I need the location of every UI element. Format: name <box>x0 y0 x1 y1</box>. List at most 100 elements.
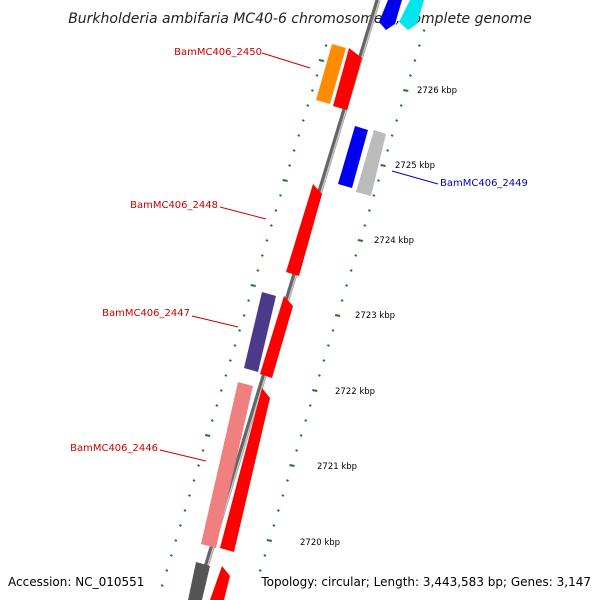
minor-tick <box>258 569 262 572</box>
label-BamMC406_2446[interactable]: BamMC406_2446 <box>70 443 158 454</box>
label-BamMC406_2448[interactable]: BamMC406_2448 <box>130 200 218 211</box>
minor-tick <box>242 314 246 317</box>
gene-pink[interactable] <box>201 382 253 548</box>
scale-label-2720: 2720 kbp <box>300 538 340 548</box>
minor-tick <box>169 554 173 557</box>
minor-tick <box>367 209 371 212</box>
gene-BamMC406_2450[interactable] <box>333 48 362 110</box>
scale-label-2721: 2721 kbp <box>317 462 357 472</box>
gene-labels: BamMC406_2450 BamMC406_2449 BamMC406_244… <box>70 47 528 454</box>
major-tick <box>266 539 272 542</box>
gene-gray[interactable] <box>356 130 386 196</box>
minor-tick <box>269 224 273 227</box>
minor-tick <box>188 494 191 497</box>
gene-track <box>188 0 424 600</box>
label-BamMC406_2450[interactable]: BamMC406_2450 <box>174 47 262 58</box>
gene-BamMC406_2448[interactable] <box>286 184 322 276</box>
minor-tick <box>331 329 335 332</box>
gene-red-bottom[interactable] <box>210 566 230 600</box>
map-title: Burkholderia ambifaria MC40-6 chromosome… <box>68 11 532 27</box>
minor-tick <box>286 479 289 482</box>
minor-tick <box>292 149 296 152</box>
minor-tick <box>263 554 267 557</box>
minor-tick <box>238 329 242 332</box>
gene-BamMC406_2447[interactable] <box>260 296 293 378</box>
minor-tick <box>256 269 260 272</box>
minor-tick <box>317 374 321 377</box>
minor-tick <box>301 119 305 122</box>
major-tick <box>282 179 288 182</box>
gene-callout-lines <box>159 52 439 462</box>
major-tick <box>318 59 325 62</box>
minor-tick <box>340 299 344 302</box>
scale-labels: 2726 kbp 2725 kbp 2724 kbp 2723 kbp 2722… <box>300 86 457 548</box>
gene-dark-gray-bottom[interactable] <box>188 562 210 600</box>
major-tick <box>403 89 409 92</box>
minor-tick <box>265 239 269 242</box>
minor-tick <box>160 584 164 587</box>
topology-text: Topology: circular; Length: 3,443,583 bp… <box>260 575 591 589</box>
minor-tick <box>276 509 280 512</box>
minor-tick <box>315 74 319 77</box>
major-tick <box>334 314 341 317</box>
minor-tick <box>308 404 312 407</box>
minor-tick <box>363 224 367 227</box>
minor-tick <box>192 479 196 482</box>
gene-blue-top[interactable] <box>379 0 402 30</box>
scale-label-2724: 2724 kbp <box>374 236 414 246</box>
minor-tick <box>165 569 169 572</box>
minor-tick <box>386 149 390 152</box>
major-tick <box>289 464 295 467</box>
minor-tick <box>322 359 326 362</box>
minor-tick <box>299 434 303 437</box>
major-tick <box>250 284 256 287</box>
tick-track-left <box>160 44 328 587</box>
minor-tick <box>395 119 399 122</box>
gene-BamMC406_2446[interactable] <box>220 388 270 552</box>
minor-tick <box>408 74 412 77</box>
minor-tick <box>183 509 187 512</box>
minor-tick <box>304 419 308 422</box>
minor-tick <box>215 404 219 407</box>
minor-tick <box>310 89 314 92</box>
gene-BamMC406_2449[interactable] <box>338 126 368 188</box>
minor-tick <box>377 179 380 182</box>
minor-tick <box>201 449 205 452</box>
minor-tick <box>197 464 201 467</box>
minor-tick <box>349 269 353 272</box>
minor-tick <box>295 449 299 452</box>
minor-tick <box>399 104 403 107</box>
minor-tick <box>372 194 376 197</box>
minor-tick <box>219 389 223 392</box>
tick-track-right <box>258 29 426 572</box>
label-BamMC406_2449[interactable]: BamMC406_2449 <box>440 178 528 189</box>
label-BamMC406_2447[interactable]: BamMC406_2447 <box>102 308 190 319</box>
accession-text: Accession: NC_010551 <box>8 575 144 589</box>
minor-tick <box>233 344 237 347</box>
minor-tick <box>297 134 301 137</box>
minor-tick <box>354 254 358 257</box>
minor-tick <box>326 344 330 347</box>
minor-tick <box>413 59 417 62</box>
minor-tick <box>324 44 328 47</box>
major-tick <box>205 434 211 437</box>
minor-tick <box>210 419 214 422</box>
minor-tick <box>279 194 282 197</box>
scale-label-2722: 2722 kbp <box>335 387 375 397</box>
minor-tick <box>306 104 310 107</box>
minor-tick <box>274 209 278 212</box>
minor-tick <box>281 494 285 497</box>
scale-label-2725: 2725 kbp <box>395 161 435 171</box>
gene-cyan-top[interactable] <box>399 0 424 30</box>
minor-tick <box>174 539 178 542</box>
minor-tick <box>390 134 394 137</box>
major-tick <box>380 164 386 167</box>
minor-tick <box>178 524 182 527</box>
major-tick <box>312 389 318 392</box>
gene-dark-blue[interactable] <box>244 292 276 372</box>
gene-orange[interactable] <box>316 44 346 104</box>
minor-tick <box>260 254 264 257</box>
scale-label-2723: 2723 kbp <box>355 311 395 321</box>
major-tick <box>357 239 363 242</box>
